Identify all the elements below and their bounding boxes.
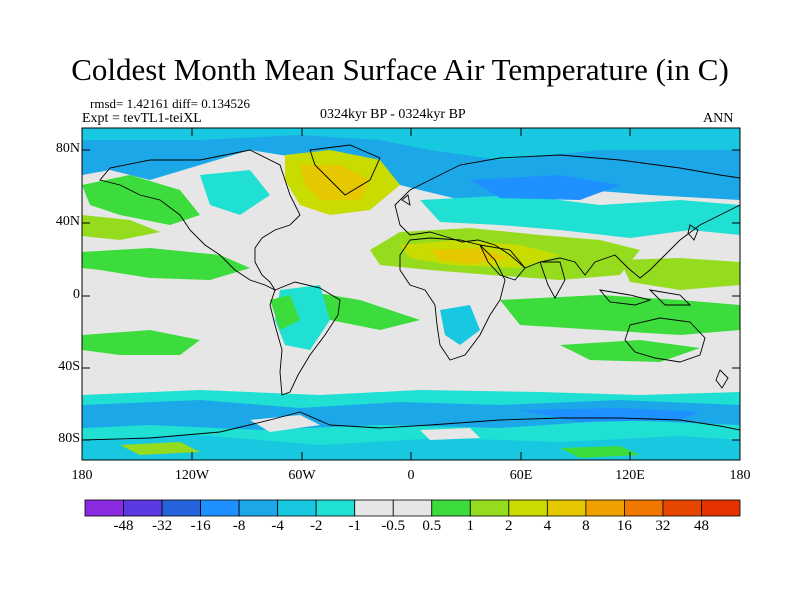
temperature-field [82,128,740,460]
colorbar-box [277,499,317,517]
colorbar-label: 48 [694,518,709,534]
colorbar-box [469,499,510,517]
colorbar-label: -2 [309,518,323,534]
lat-label: 80S [58,431,80,446]
colorbar-box [200,499,240,517]
colorbar-box [354,499,394,517]
colorbar-label: 8 [582,518,590,534]
lon-label: 0 [407,468,415,483]
colorbar-box [624,499,664,517]
lat-label: 80N [55,141,80,156]
colorbar-box [508,499,548,517]
lat-label: 40S [58,359,80,374]
lat-label: 0 [73,287,80,302]
colorbar-box [238,499,279,517]
colorbar-label: -4 [271,518,284,534]
lon-label: 180 [71,468,93,483]
lat-label: 40N [55,214,80,229]
coastlines [82,144,740,441]
season-label: ANN [703,111,734,126]
colorbar-box [585,499,625,517]
colorbar-label: -48 [113,518,134,534]
colorbar-label: -1 [348,518,361,534]
colorbar-label: -32 [152,518,173,534]
stats-text: rmsd= 1.42161 diff= 0.134526 [90,96,250,111]
lon-label: 120W [174,468,210,483]
colorbar-label: 32 [655,518,671,534]
colorbar-box [431,499,471,517]
colorbar-label: 0.5 [422,518,442,534]
colorbar-label: -0.5 [381,518,406,534]
experiment-label: Expt = tevTL1-teiXL [82,111,202,126]
axis-ticks [82,128,740,460]
plot-title: Coldest Month Mean Surface Air Temperatu… [71,52,729,87]
lon-label: 60E [509,468,533,483]
colorbar-box [84,499,124,517]
colorbar-label: 4 [543,518,552,534]
colorbar-label: 2 [505,518,513,534]
colorbar-box [392,499,433,517]
colorbar-label: 1 [466,518,475,534]
colorbar-box [701,499,741,517]
colorbar-box [662,499,702,517]
colorbar-box [123,499,163,517]
period-label: 0324kyr BP - 0324kyr BP [320,107,466,122]
lon-label: 60W [288,468,316,483]
lon-label: 180 [729,468,751,483]
colorbar-label: -8 [232,518,246,534]
colorbar [84,499,741,517]
colorbar-box [546,499,587,517]
lon-label: 120E [615,468,645,483]
colorbar-label: 16 [616,518,632,534]
colorbar-label: -16 [190,518,211,534]
colorbar-box [161,499,201,517]
colorbar-box [315,499,356,517]
